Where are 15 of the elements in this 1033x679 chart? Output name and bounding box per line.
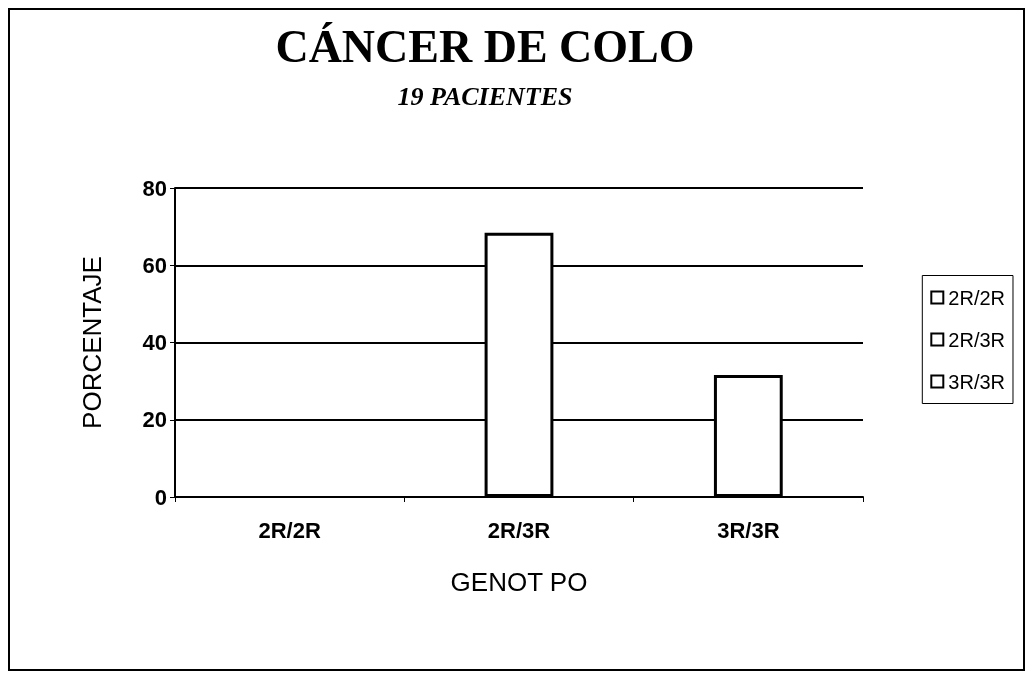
y-tick-label: 80 <box>142 175 167 201</box>
legend-label: 2R/3R <box>948 328 1006 351</box>
y-axis-title: PORCENTAJE <box>77 256 107 429</box>
legend-label: 2R/2R <box>948 286 1006 309</box>
y-tick-label: 20 <box>142 407 167 433</box>
x-axis-title: GENOT PO <box>450 567 588 597</box>
x-tick-label: 2R/3R <box>487 517 551 543</box>
legend-label: 3R/3R <box>948 370 1006 393</box>
y-tick-label: 40 <box>142 330 167 355</box>
y-tick-label: 60 <box>142 252 167 278</box>
y-tick-label: 0 <box>154 484 167 510</box>
x-tick-label: 2R/2R <box>258 517 321 543</box>
chart-subtitle: 19 PACIENTES <box>397 81 573 111</box>
x-tick-label: 3R/3R <box>717 517 780 543</box>
chart-title: CÁNCER DE COLO <box>275 20 695 72</box>
